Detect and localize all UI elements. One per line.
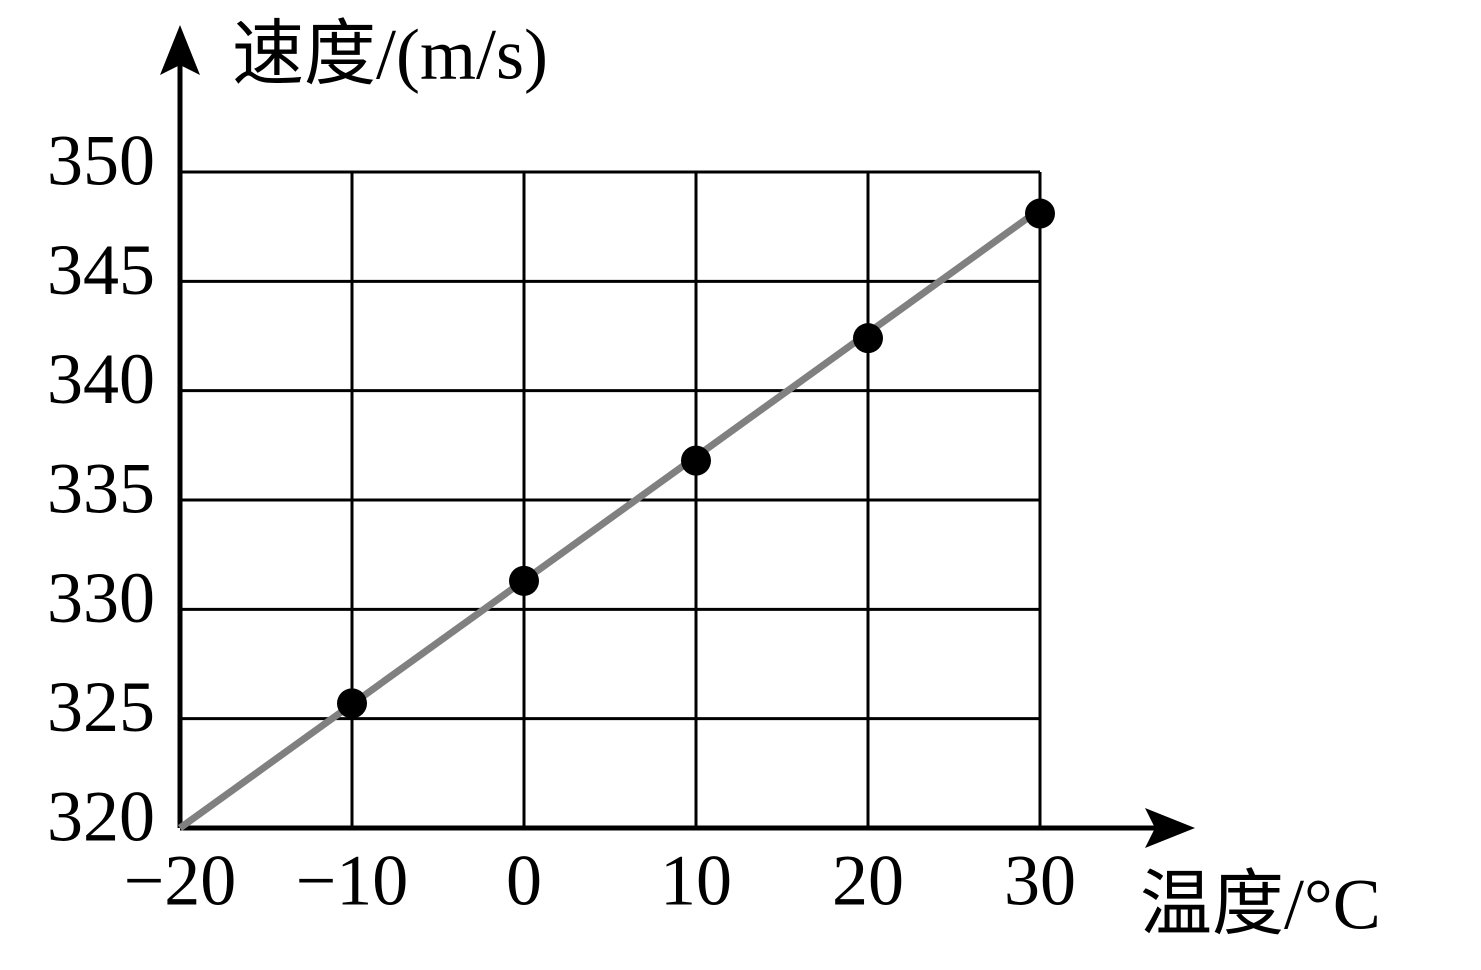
- data-point: [681, 445, 711, 476]
- y-tick-label: 350: [47, 121, 155, 201]
- x-tick-label: −10: [296, 841, 409, 921]
- y-tick-label: 345: [47, 230, 155, 310]
- y-tick-label: 325: [47, 667, 155, 747]
- x-tick-label: 20: [832, 841, 904, 921]
- data-point: [1025, 198, 1055, 229]
- fit-line: [177, 206, 1043, 831]
- data-point: [853, 323, 883, 354]
- x-axis-label: 温度/°C: [1140, 865, 1381, 945]
- y-axis-label: 速度/(m/s): [232, 15, 548, 95]
- data-point: [509, 565, 539, 596]
- x-axis-arrow: [1145, 808, 1195, 848]
- y-tick-label: 320: [47, 777, 155, 857]
- y-tick-label: 335: [47, 449, 155, 529]
- x-tick-label: 10: [660, 841, 732, 921]
- x-tick-label: 30: [1004, 841, 1076, 921]
- x-tick-label: −20: [124, 841, 237, 921]
- y-tick-label: 340: [47, 339, 155, 419]
- x-tick-label: 0: [506, 841, 542, 921]
- data-point: [337, 688, 367, 719]
- y-tick-label: 330: [47, 558, 155, 638]
- y-axis-arrow: [160, 25, 200, 75]
